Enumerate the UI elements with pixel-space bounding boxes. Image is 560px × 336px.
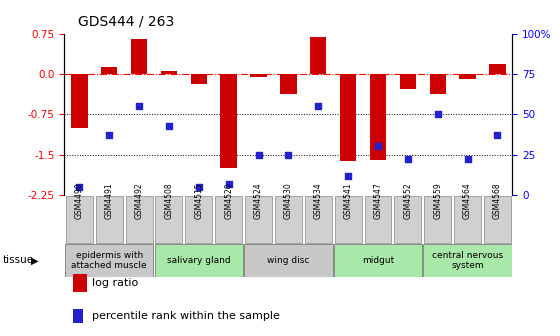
Text: central nervous
system: central nervous system [432, 251, 503, 270]
FancyBboxPatch shape [215, 196, 242, 243]
Text: GSM4568: GSM4568 [493, 182, 502, 219]
Bar [71, 74, 87, 128]
FancyBboxPatch shape [185, 196, 212, 243]
Text: GSM4490: GSM4490 [75, 182, 84, 219]
Text: GSM4491: GSM4491 [105, 182, 114, 219]
Point [254, 152, 263, 157]
Point [314, 103, 323, 109]
Bar [190, 74, 207, 84]
Text: wing disc: wing disc [267, 256, 310, 265]
FancyBboxPatch shape [394, 196, 421, 243]
FancyBboxPatch shape [245, 196, 272, 243]
Text: GSM4530: GSM4530 [284, 182, 293, 219]
Bar [340, 74, 356, 161]
FancyBboxPatch shape [96, 196, 123, 243]
FancyBboxPatch shape [156, 196, 183, 243]
Text: GSM4559: GSM4559 [433, 182, 442, 219]
FancyBboxPatch shape [65, 244, 153, 277]
Text: GSM4492: GSM4492 [134, 182, 143, 219]
Bar [489, 64, 506, 74]
Text: GSM4534: GSM4534 [314, 182, 323, 219]
Point [165, 123, 174, 128]
FancyBboxPatch shape [66, 196, 93, 243]
Text: GSM4508: GSM4508 [165, 182, 174, 219]
Text: GSM4564: GSM4564 [463, 182, 472, 219]
Text: GSM4520: GSM4520 [224, 182, 233, 219]
Point [344, 173, 353, 178]
Bar [310, 37, 326, 74]
Point [403, 157, 412, 162]
Text: salivary gland: salivary gland [167, 256, 231, 265]
Text: epidermis with
attached muscle: epidermis with attached muscle [71, 251, 147, 270]
FancyBboxPatch shape [155, 244, 243, 277]
FancyBboxPatch shape [365, 196, 391, 243]
Point [224, 181, 233, 186]
FancyBboxPatch shape [305, 196, 332, 243]
Bar [400, 74, 416, 89]
Bar [161, 71, 177, 74]
Bar [250, 74, 267, 77]
Point [105, 132, 114, 138]
Point [194, 184, 203, 190]
Bar [459, 74, 476, 79]
Point [493, 132, 502, 138]
FancyBboxPatch shape [125, 196, 152, 243]
Bar [370, 74, 386, 160]
Text: percentile rank within the sample: percentile rank within the sample [92, 311, 280, 321]
Text: GSM4541: GSM4541 [344, 182, 353, 219]
Text: log ratio: log ratio [92, 278, 139, 288]
Text: GDS444 / 263: GDS444 / 263 [78, 14, 175, 29]
Point [75, 184, 84, 190]
Bar [221, 74, 237, 168]
Bar [101, 68, 118, 74]
FancyBboxPatch shape [335, 196, 362, 243]
FancyBboxPatch shape [244, 244, 333, 277]
Point [284, 152, 293, 157]
Bar [131, 39, 147, 74]
Point [433, 112, 442, 117]
Point [463, 157, 472, 162]
Text: tissue: tissue [3, 255, 34, 265]
Text: GSM4547: GSM4547 [374, 182, 382, 219]
FancyBboxPatch shape [423, 244, 512, 277]
Text: GSM4515: GSM4515 [194, 182, 203, 219]
Bar [430, 74, 446, 94]
Text: GSM4524: GSM4524 [254, 182, 263, 219]
Text: midgut: midgut [362, 256, 394, 265]
Text: ▶: ▶ [31, 255, 38, 265]
Point [134, 103, 143, 109]
Point [374, 144, 382, 149]
FancyBboxPatch shape [454, 196, 481, 243]
FancyBboxPatch shape [424, 196, 451, 243]
Text: GSM4552: GSM4552 [403, 182, 412, 219]
FancyBboxPatch shape [334, 244, 422, 277]
FancyBboxPatch shape [275, 196, 302, 243]
FancyBboxPatch shape [484, 196, 511, 243]
Bar [280, 74, 297, 94]
